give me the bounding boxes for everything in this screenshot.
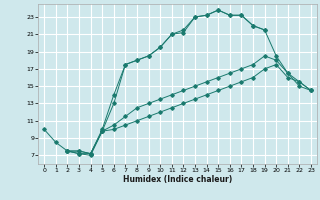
X-axis label: Humidex (Indice chaleur): Humidex (Indice chaleur) (123, 175, 232, 184)
